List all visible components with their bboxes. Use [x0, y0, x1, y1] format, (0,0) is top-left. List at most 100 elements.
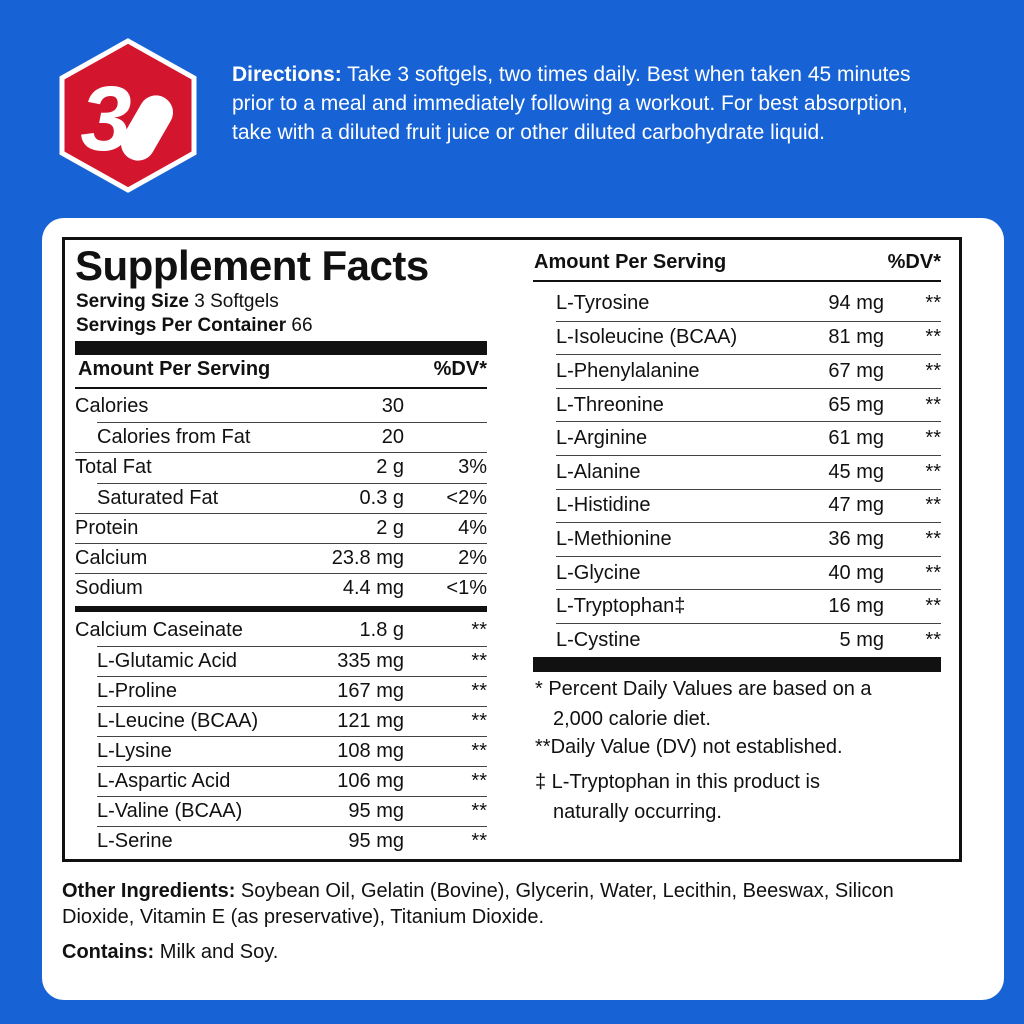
row-name: L-Cystine — [556, 628, 641, 651]
row: L-Tryptophan‡ 16 mg ** — [556, 589, 941, 624]
rule — [533, 280, 941, 282]
row-dv: ** — [925, 561, 941, 584]
rule — [75, 341, 487, 355]
row-name: Total Fat — [75, 456, 152, 479]
row-amount: 94 mg — [828, 291, 884, 314]
row: L-Valine (BCAA) 95 mg ** — [97, 796, 487, 827]
facts-box — [62, 237, 962, 862]
footnote: **Daily Value (DV) not established. — [535, 736, 843, 758]
row-name: Saturated Fat — [97, 486, 219, 509]
row-dv: ** — [925, 291, 941, 314]
row-name: L-Phenylalanine — [556, 359, 700, 382]
row-dv: ** — [471, 800, 487, 822]
row-amount: 16 mg — [828, 595, 884, 618]
row: L-Leucine (BCAA) 121 mg ** — [97, 706, 487, 737]
row: Calcium 23.8 mg 2% — [75, 543, 487, 574]
row-dv: <1% — [446, 577, 487, 600]
servings: 66 — [291, 315, 313, 336]
row: L-Aspartic Acid 106 mg ** — [97, 766, 487, 797]
row-name: L-Serine — [97, 830, 173, 852]
row: L-Alanine 45 mg ** — [556, 455, 941, 490]
directions-label: Directions: — [232, 63, 342, 86]
row-dv: ** — [925, 359, 941, 382]
header-dv: %DV* — [887, 251, 941, 273]
contains-text: Milk and Soy. — [159, 941, 279, 963]
row: Total Fat 2 g 3% — [75, 452, 487, 483]
row-name: Protein — [75, 516, 139, 539]
row-name: L-Proline — [97, 680, 178, 702]
row: Calcium Caseinate 1.8 g ** — [75, 616, 487, 646]
row: L-Tyrosine 94 mg ** — [556, 287, 941, 321]
serving-size: 3 Softgels — [194, 291, 279, 312]
row: L-Proline 167 mg ** — [97, 676, 487, 707]
row-amount: 20 — [381, 426, 404, 449]
row-dv: 3% — [458, 456, 487, 479]
row-name: L-Glutamic Acid — [97, 650, 238, 672]
row-dv: ** — [471, 770, 487, 792]
row-dv: ** — [925, 460, 941, 483]
row-name: L-Threonine — [556, 393, 664, 416]
row-name: L-Alanine — [556, 460, 641, 483]
row-name: Calories from Fat — [97, 426, 251, 449]
contains-label: Contains: — [62, 941, 155, 963]
row-amount: 65 mg — [828, 393, 884, 416]
row: L-Histidine 47 mg ** — [556, 488, 941, 524]
row-dv: <2% — [446, 486, 487, 509]
row: Protein 2 g 4% — [75, 512, 487, 544]
row-dv: ** — [925, 527, 941, 550]
row-name: L-Leucine (BCAA) — [97, 710, 259, 732]
row: Calories 30 — [75, 392, 487, 422]
row-dv: 4% — [458, 516, 487, 539]
row-name: L-Lysine — [97, 740, 172, 762]
contains: Contains: Milk and Soy. — [62, 941, 278, 964]
row-amount: 61 mg — [828, 427, 884, 450]
header-dv: %DV* — [433, 358, 487, 380]
logo: 3 — [59, 38, 197, 193]
row-amount: 30 — [381, 395, 404, 418]
row: L-Phenylalanine 67 mg ** — [556, 354, 941, 389]
other-ingredients: Other Ingredients: Soybean Oil, Gelatin … — [62, 878, 962, 930]
directions: Directions: Take 3 softgels, two times d… — [232, 60, 922, 147]
row-amount: 5 mg — [839, 628, 884, 651]
row-name: L-Aspartic Acid — [97, 770, 231, 792]
servings-label: Servings Per Container — [76, 315, 287, 336]
row-dv: ** — [925, 393, 941, 416]
row-name: L-Tyrosine — [556, 291, 650, 314]
row-amount: 47 mg — [828, 494, 884, 517]
row: L-Cystine 5 mg ** — [556, 623, 941, 658]
row: Sodium 4.4 mg <1% — [75, 573, 487, 604]
row-name: L-Arginine — [556, 427, 648, 450]
row-amount: 167 mg — [337, 680, 404, 702]
row-amount: 0.3 g — [359, 486, 404, 509]
row-name: L-Methionine — [556, 527, 672, 550]
row: Saturated Fat 0.3 g <2% — [97, 482, 487, 514]
row-dv: ** — [925, 326, 941, 349]
row-amount: 4.4 mg — [342, 577, 404, 600]
row: Calories from Fat 20 — [97, 422, 487, 453]
row-dv: ** — [471, 710, 487, 732]
other-label: Other Ingredients: — [62, 880, 236, 902]
header-label: Amount Per Serving — [534, 251, 727, 273]
row-dv: ** — [471, 680, 487, 702]
row-amount: 95 mg — [348, 830, 404, 852]
row-amount: 40 mg — [828, 561, 884, 584]
row-amount: 67 mg — [828, 359, 884, 382]
row-amount: 95 mg — [348, 800, 404, 822]
row-dv: 2% — [458, 547, 487, 570]
row-name: L-Valine (BCAA) — [97, 800, 243, 822]
row-amount: 108 mg — [337, 740, 404, 762]
row-dv: ** — [471, 830, 487, 852]
rule — [533, 657, 941, 672]
row-amount: 81 mg — [828, 326, 884, 349]
serving-info: Serving Size 3 Softgels Servings Per Con… — [76, 290, 313, 338]
row-name: L-Tryptophan‡ — [556, 595, 686, 618]
row-amount: 2 g — [376, 516, 404, 539]
row: L-Glutamic Acid 335 mg ** — [97, 646, 487, 677]
row-amount: 106 mg — [337, 770, 404, 792]
row-amount: 121 mg — [337, 710, 404, 732]
row: L-Serine 95 mg ** — [97, 826, 487, 857]
rule — [75, 387, 487, 389]
row-name: Calories — [75, 395, 149, 418]
row-name: Calcium — [75, 547, 148, 570]
row-dv: ** — [471, 740, 487, 762]
